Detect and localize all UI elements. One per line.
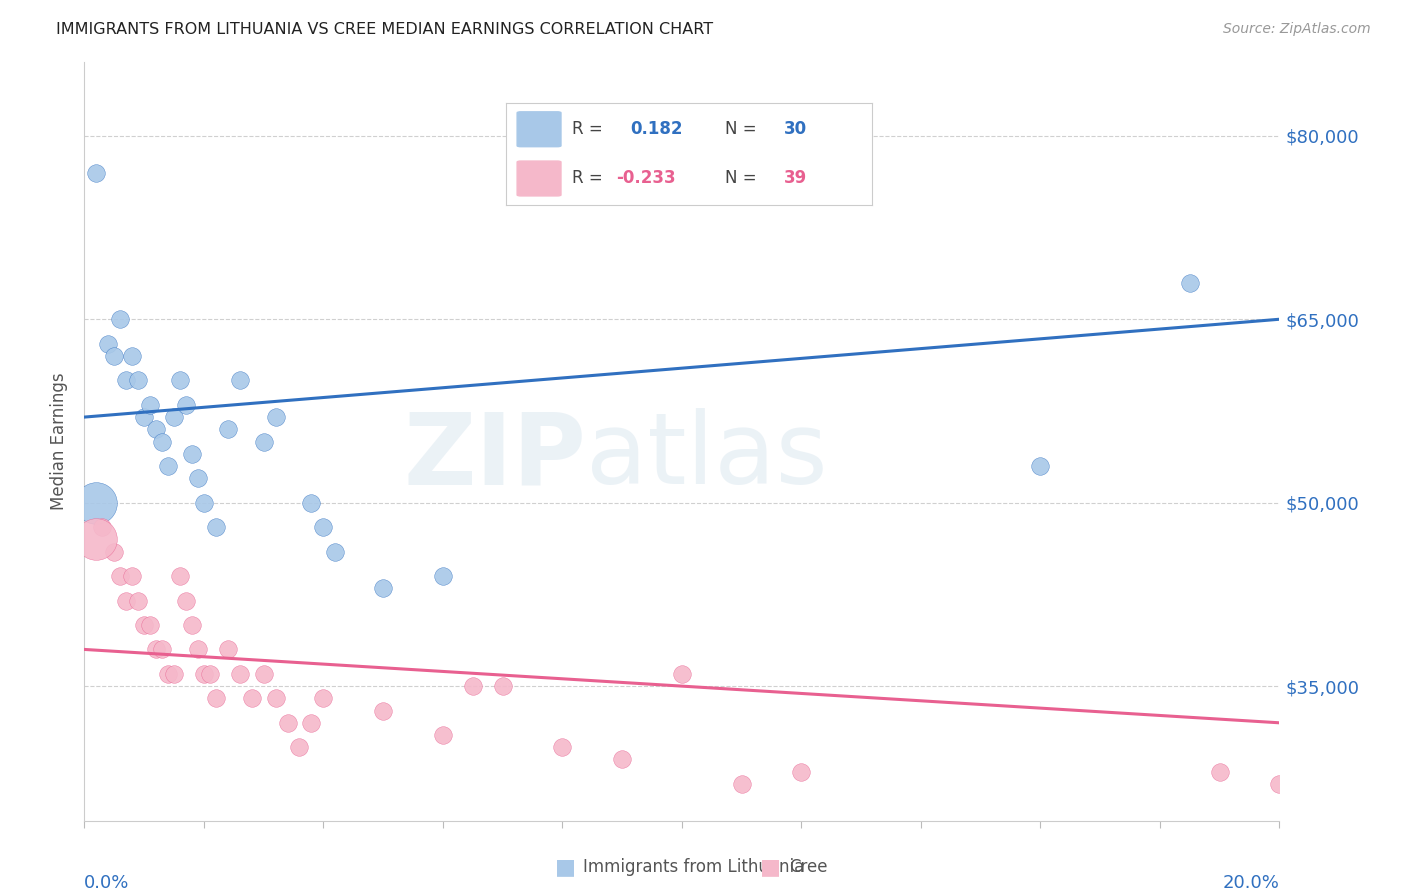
Point: [97, 336, 120, 351]
Point: [169, 569, 191, 583]
Point: [169, 373, 191, 387]
Point: [301, 496, 323, 510]
Point: [163, 666, 186, 681]
Text: R =: R =: [572, 169, 603, 187]
Point: [240, 691, 263, 706]
Point: [139, 398, 162, 412]
Text: 30: 30: [785, 120, 807, 138]
Point: [671, 666, 693, 681]
Point: [157, 666, 180, 681]
Point: [103, 544, 125, 558]
Point: [277, 715, 299, 730]
Point: [205, 520, 228, 534]
Point: [790, 764, 813, 779]
Point: [139, 618, 162, 632]
FancyBboxPatch shape: [517, 112, 561, 146]
Point: [121, 349, 143, 363]
FancyBboxPatch shape: [517, 161, 561, 196]
Point: [551, 740, 574, 755]
Text: Source: ZipAtlas.com: Source: ZipAtlas.com: [1223, 22, 1371, 37]
Point: [91, 520, 114, 534]
Text: IMMIGRANTS FROM LITHUANIA VS CREE MEDIAN EARNINGS CORRELATION CHART: IMMIGRANTS FROM LITHUANIA VS CREE MEDIAN…: [56, 22, 713, 37]
Text: 0.182: 0.182: [630, 120, 683, 138]
Point: [492, 679, 515, 693]
Text: 0.0%: 0.0%: [84, 874, 129, 892]
Point: [127, 373, 149, 387]
Point: [264, 410, 287, 425]
Text: atlas: atlas: [586, 409, 828, 505]
Point: [228, 373, 252, 387]
Point: [198, 666, 221, 681]
Point: [612, 752, 634, 766]
Point: [432, 728, 454, 742]
Point: [187, 471, 209, 485]
Text: N =: N =: [725, 169, 756, 187]
Point: [150, 642, 173, 657]
Point: [174, 398, 197, 412]
Point: [1268, 777, 1291, 791]
Point: [217, 422, 239, 436]
Point: [86, 533, 108, 547]
Point: [373, 704, 395, 718]
Point: [1178, 276, 1201, 290]
Point: [312, 520, 335, 534]
Point: [132, 410, 156, 425]
Text: ■: ■: [555, 857, 575, 877]
Point: [373, 582, 395, 596]
Point: [193, 496, 215, 510]
Point: [187, 642, 209, 657]
Point: [150, 434, 173, 449]
Point: [325, 544, 347, 558]
Text: ZIP: ZIP: [404, 409, 586, 505]
Text: ■: ■: [761, 857, 780, 877]
Text: 20.0%: 20.0%: [1223, 874, 1279, 892]
Point: [86, 165, 108, 179]
Point: [103, 349, 125, 363]
Point: [253, 434, 276, 449]
Point: [731, 777, 754, 791]
Point: [264, 691, 287, 706]
Point: [127, 593, 149, 607]
Text: N =: N =: [725, 120, 756, 138]
Point: [181, 447, 204, 461]
Point: [163, 410, 186, 425]
Point: [312, 691, 335, 706]
Point: [174, 593, 197, 607]
Point: [301, 715, 323, 730]
Text: -0.233: -0.233: [616, 169, 675, 187]
Point: [288, 740, 311, 755]
Point: [110, 312, 132, 326]
Point: [86, 496, 108, 510]
Point: [157, 458, 180, 473]
Text: Immigrants from Lithuania: Immigrants from Lithuania: [583, 858, 804, 876]
Text: Cree: Cree: [789, 858, 827, 876]
Point: [432, 569, 454, 583]
Text: 39: 39: [785, 169, 807, 187]
Point: [1209, 764, 1232, 779]
Y-axis label: Median Earnings: Median Earnings: [51, 373, 69, 510]
Point: [193, 666, 215, 681]
Point: [110, 569, 132, 583]
Point: [461, 679, 484, 693]
Point: [228, 666, 252, 681]
Point: [115, 593, 138, 607]
Point: [145, 642, 167, 657]
Point: [253, 666, 276, 681]
Point: [132, 618, 156, 632]
Point: [205, 691, 228, 706]
Point: [145, 422, 167, 436]
Point: [181, 618, 204, 632]
Point: [115, 373, 138, 387]
Point: [121, 569, 143, 583]
Text: R =: R =: [572, 120, 603, 138]
Point: [1029, 458, 1052, 473]
Point: [217, 642, 239, 657]
